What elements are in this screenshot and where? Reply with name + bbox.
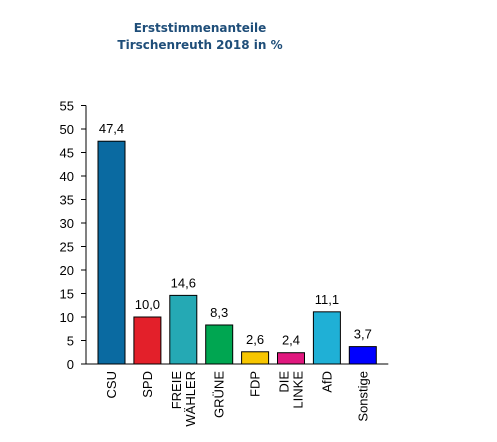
data-label: 2,4 <box>282 333 300 348</box>
bar <box>133 316 162 365</box>
bar <box>312 311 341 365</box>
y-tick-label: 0 <box>67 357 74 372</box>
y-axis: 0 5 10 15 20 25 30 35 40 45 50 55 <box>60 99 87 372</box>
bar <box>241 351 270 365</box>
category-label: SPD <box>140 371 155 398</box>
category-label: GRÜNE <box>212 371 227 418</box>
y-tick-label: 55 <box>60 99 74 114</box>
category-label-line: SPD <box>140 371 155 398</box>
x-axis: CSU SPD FREIE WÄHLER GRÜNE FDP DIE LINKE AfD Sons… <box>86 363 389 427</box>
data-label: 2,6 <box>246 332 264 347</box>
category-label: Sonstige <box>355 371 370 422</box>
chart-title-line-2: Tirschenreuth 2018 in % <box>117 38 283 52</box>
category-label-line: LINKE <box>291 371 306 409</box>
data-label: 11,1 <box>315 292 339 307</box>
category-label: CSU <box>104 371 119 398</box>
category-label: FDP <box>248 371 263 397</box>
category-label-line: CSU <box>104 371 119 398</box>
y-tick-label: 25 <box>60 240 74 255</box>
data-label: 47,4 <box>99 121 124 136</box>
y-tick-label: 10 <box>60 310 74 325</box>
category-label: DIE LINKE <box>277 371 306 409</box>
y-tick-label: 45 <box>60 146 74 161</box>
y-tick-label: 15 <box>60 287 74 302</box>
data-label: 14,6 <box>171 275 196 290</box>
data-label: 8,3 <box>210 305 228 320</box>
category-label-line: WÄHLER <box>183 371 198 427</box>
category-label-line: FREIE <box>169 371 184 410</box>
category-label: AfD <box>319 371 334 393</box>
category-label-line: GRÜNE <box>212 371 227 418</box>
category-label-line: AfD <box>319 371 334 393</box>
bar <box>277 352 305 365</box>
y-tick-label: 30 <box>60 216 74 231</box>
y-tick-label: 35 <box>60 193 74 208</box>
bars: 47,4 10,0 14,6 8,3 2,6 2,4 11,1 3,7 <box>97 121 377 365</box>
chart-title: Erststimmenanteile Tirschenreuth 2018 in… <box>0 20 400 54</box>
bar <box>205 324 234 365</box>
category-label-line: FDP <box>248 371 263 397</box>
y-tick-label: 20 <box>60 263 74 278</box>
category-label-line: Sonstige <box>355 371 370 422</box>
data-label: 3,7 <box>354 327 372 342</box>
bar <box>348 346 377 365</box>
bar <box>97 140 126 365</box>
bar <box>169 294 198 365</box>
y-tick-label: 50 <box>60 122 74 137</box>
y-tick-label: 40 <box>60 169 74 184</box>
y-tick-label: 5 <box>67 334 74 349</box>
category-label: FREIE WÄHLER <box>169 371 198 427</box>
category-label-line: DIE <box>277 371 292 393</box>
data-label: 10,0 <box>135 297 160 312</box>
chart-title-line-1: Erststimmenanteile <box>133 21 267 35</box>
